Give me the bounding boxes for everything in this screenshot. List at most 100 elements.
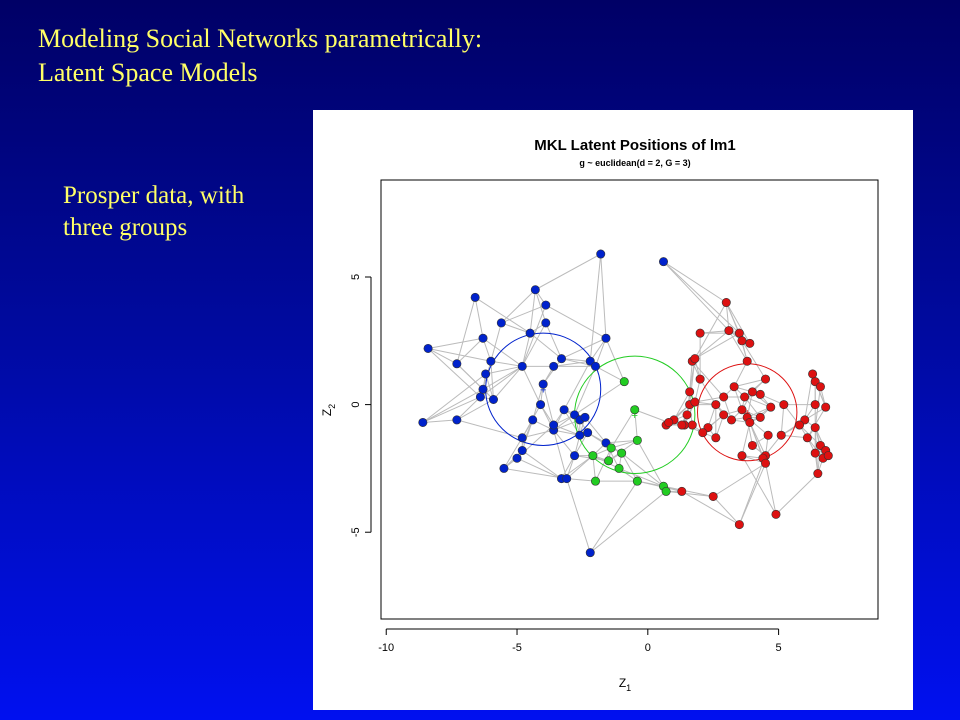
group-3-point (815, 382, 825, 392)
y-tick-label: 5 (350, 274, 362, 280)
network-edge (561, 358, 591, 362)
network-edge (806, 406, 827, 439)
group-3-point (734, 328, 744, 338)
network-edge (699, 378, 717, 405)
network-edge (563, 360, 591, 410)
slide-title-line-2: Latent Space Models (38, 58, 258, 87)
group-1-point (596, 249, 606, 259)
network-edge (456, 297, 476, 364)
network-edge (694, 332, 740, 360)
network-edge (621, 452, 638, 482)
group-1-point (517, 433, 527, 443)
latent-space-chart: MKL Latent Positions of lm1 g ~ euclidea… (320, 137, 879, 693)
group-3-point (755, 412, 765, 422)
group-3-point (795, 420, 805, 430)
group-3-point (761, 374, 771, 384)
network-edge (427, 348, 481, 398)
network-edge (663, 261, 727, 303)
group-2-point (617, 448, 627, 458)
group-1-point (478, 384, 488, 394)
group-3-point (761, 458, 771, 468)
x-tick-label: 5 (776, 642, 782, 654)
group-1-point (541, 318, 551, 328)
network-edge (553, 424, 580, 436)
group-1-point (512, 453, 522, 463)
network-edge (694, 396, 724, 403)
group-3-point (821, 402, 831, 412)
node-points (418, 249, 833, 558)
network-edge (490, 360, 523, 367)
network-edge (725, 302, 730, 331)
network-edge (521, 450, 562, 480)
group-3-point (695, 328, 705, 338)
group-1-point (549, 361, 559, 371)
network-edge (741, 422, 751, 456)
group-3-point (719, 410, 729, 420)
group-1-point (496, 318, 506, 328)
network-edge (728, 330, 748, 362)
group-2-point (614, 463, 624, 473)
network-edge (456, 396, 481, 421)
group-3-point (737, 336, 747, 346)
network-edge (529, 332, 562, 360)
group-1-point (486, 356, 496, 366)
network-edge (553, 429, 568, 479)
network-edge (490, 322, 502, 362)
group-1-point (536, 400, 546, 410)
group-1-point (541, 300, 551, 310)
group-3-point (779, 400, 789, 410)
group-3-point (810, 448, 820, 458)
network-edge (422, 396, 481, 423)
y-axis-label: Z2 (320, 404, 337, 416)
network-edge (503, 467, 567, 480)
network-edge (456, 419, 523, 439)
network-edge (712, 462, 766, 497)
group-3-point (808, 369, 818, 379)
group-3-point (747, 440, 757, 450)
network-edge (605, 338, 625, 382)
network-edge (480, 365, 523, 398)
y-tick-label: -5 (350, 527, 362, 537)
group-1-point (580, 412, 590, 422)
network-edge (610, 409, 636, 449)
network-edge (744, 396, 771, 408)
group-3-point (724, 326, 734, 336)
network-edge (689, 358, 696, 405)
y-axis-label-subscript: 2 (327, 404, 337, 409)
network-edge (595, 338, 607, 367)
group-3-point (682, 410, 692, 420)
group-3-point (737, 405, 747, 415)
network-edge (553, 429, 575, 456)
group-1-point (530, 285, 540, 295)
group-2-point (630, 405, 640, 415)
group-3-point (771, 509, 781, 519)
group-2-point (606, 443, 616, 453)
network-edge (574, 381, 625, 416)
network-edge (618, 467, 664, 487)
network-edge (501, 304, 546, 324)
network-edge (621, 452, 664, 487)
network-edge (600, 253, 607, 339)
network-edge (589, 490, 667, 554)
group-1-point (659, 257, 669, 267)
network-edge (493, 365, 523, 400)
group-2-point (590, 476, 600, 486)
x-tick-label: -10 (378, 642, 394, 654)
group-2-point (604, 456, 614, 466)
network-edge (427, 337, 484, 349)
network-edge (634, 409, 638, 441)
group-1-point (583, 428, 593, 438)
network-edge (529, 289, 536, 334)
group-1-point (418, 417, 428, 427)
network-edge (589, 480, 638, 553)
network-edges (422, 253, 829, 554)
group-1-point (562, 474, 572, 484)
network-edge (427, 348, 458, 365)
network-edge (521, 322, 547, 367)
network-edge (589, 337, 607, 362)
group-3-point (745, 417, 755, 427)
x-tick-label: -5 (512, 642, 522, 654)
network-edge (500, 289, 536, 324)
network-edge (634, 409, 669, 423)
y-axis-label-main: Z (320, 409, 334, 416)
